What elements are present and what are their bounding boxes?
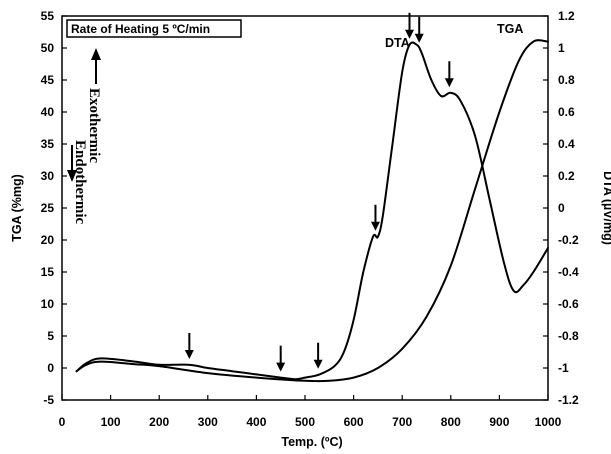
- dta-curve: [75, 41, 549, 381]
- y-left-tick-label: 45: [41, 73, 55, 87]
- x-axis-title: Temp. (ºC): [281, 435, 342, 449]
- x-tick-label: 700: [392, 415, 412, 429]
- plot-frame: [61, 15, 549, 401]
- y-left-tick-label: -5: [43, 393, 54, 407]
- y-left-tick-label: 20: [41, 233, 55, 247]
- y-right-tick-label: 0.2: [558, 169, 575, 183]
- endothermic-arrow-head: [67, 170, 77, 182]
- y-left-tick-label: 35: [41, 137, 55, 151]
- event-arrow: [184, 332, 194, 359]
- y-right-tick-label: -0.4: [558, 265, 579, 279]
- y-left-tick-label: 50: [41, 41, 55, 55]
- heating-rate-box: [66, 19, 242, 38]
- exothermic-label: Exothermic: [86, 88, 102, 163]
- left-axis-title: TGA (%mg): [10, 174, 24, 242]
- axes: 0 100 200 300 400 500 600 700 800 900 1000-5051015…: [41, 9, 579, 429]
- y-right-tick-label: 0.8: [558, 73, 575, 87]
- x-tick-label: 200: [149, 415, 169, 429]
- x-tick-label: 600: [344, 415, 364, 429]
- exothermic-arrow-head: [91, 48, 101, 60]
- y-left-tick-label: 10: [41, 297, 55, 311]
- y-left-tick-label: 5: [47, 329, 54, 343]
- exothermic-indicator: Exothermic: [86, 48, 102, 163]
- event-arrow: [404, 12, 414, 39]
- endothermic-indicator: Endothermic: [67, 140, 88, 225]
- y-right-tick-label: 1: [558, 41, 565, 55]
- event-arrow: [444, 61, 454, 88]
- y-right-tick-label: -0.2: [558, 233, 579, 247]
- curves: [75, 39, 549, 383]
- event-arrow: [370, 204, 380, 231]
- x-tick-label: 800: [441, 415, 461, 429]
- x-tick-label: 900: [489, 415, 509, 429]
- y-right-tick-label: -1.2: [558, 393, 579, 407]
- event-arrow: [313, 342, 323, 369]
- tga-series-label: TGA: [497, 22, 523, 36]
- dta-series-label: DTA: [385, 36, 410, 50]
- y-right-tick-label: 1.2: [558, 9, 575, 23]
- x-tick-label: 500: [295, 415, 315, 429]
- y-left-tick-label: 40: [41, 105, 55, 119]
- y-left-tick-label: 25: [41, 201, 55, 215]
- endothermic-label: Endothermic: [72, 140, 88, 225]
- x-tick-label: 1000: [535, 415, 562, 429]
- y-left-tick-label: 30: [41, 169, 55, 183]
- y-left-tick-label: 15: [41, 265, 55, 279]
- x-tick-label: 400: [246, 415, 266, 429]
- y-right-tick-label: 0: [558, 201, 565, 215]
- heating-rate-label: Rate of Heating 5 ºC/min: [71, 22, 210, 36]
- y-right-tick-label: 0.4: [558, 137, 575, 151]
- y-right-tick-label: 0.6: [558, 105, 575, 119]
- y-left-tick-label: 55: [41, 9, 55, 23]
- arrows: [184, 12, 454, 372]
- x-tick-label: 100: [101, 415, 121, 429]
- y-right-tick-label: -0.8: [558, 329, 579, 343]
- x-tick-label: 300: [198, 415, 218, 429]
- event-arrow: [414, 16, 424, 43]
- event-arrow: [276, 345, 286, 372]
- y-right-tick-label: -1: [558, 361, 569, 375]
- right-axis-title: DTA (µV/mg): [601, 171, 611, 245]
- x-tick-label: 0: [59, 415, 66, 429]
- tga-curve: [75, 39, 549, 383]
- y-left-tick-label: 0: [47, 361, 54, 375]
- y-right-tick-label: -0.6: [558, 297, 579, 311]
